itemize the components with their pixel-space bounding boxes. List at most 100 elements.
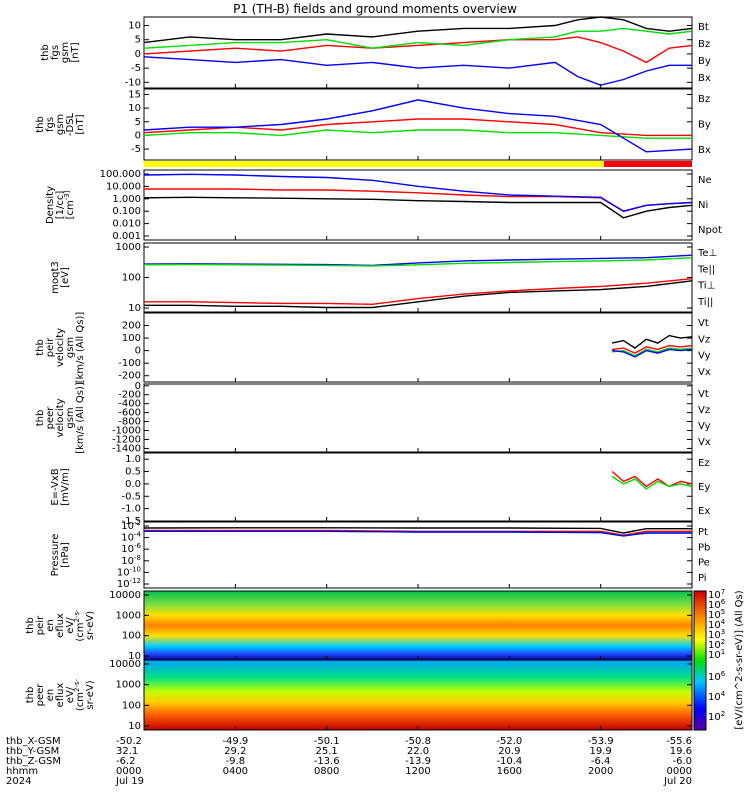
legend-Npot: Npot: [698, 225, 722, 236]
x-axis-value: 1200: [405, 766, 430, 777]
y-tick-label: 10-12: [117, 577, 141, 590]
legend-Bz: Bz: [698, 94, 710, 105]
panel-frame: [143, 16, 693, 89]
legend-Vx: Vx: [698, 367, 711, 378]
x-axis-value: -10.4: [496, 756, 522, 767]
legend-Vt: Vt: [698, 389, 709, 400]
y-tick-label: 100.000: [100, 169, 141, 180]
x-axis-value: 0400: [223, 766, 248, 777]
y-tick-label: 1.0: [125, 454, 141, 465]
x-axis-value: 2000: [588, 766, 613, 777]
y-axis-label-line: peir: [45, 337, 56, 357]
y-tick-label: 1000: [116, 680, 141, 691]
x-axis-row-label: thb_Z-GSM: [6, 756, 61, 767]
y-axis-label: E=-VxB [mV/m]: [50, 468, 71, 506]
x-axis-value: -13.6: [314, 756, 340, 767]
y-axis-label-line: thb: [25, 687, 36, 704]
y-tick-label: -600: [118, 408, 141, 419]
y-tick-label: 0.010: [112, 219, 141, 230]
x-axis-value: -50.8: [405, 736, 431, 747]
y-axis-label-line: -DSL: [65, 112, 76, 136]
y-tick-label: -1400: [112, 443, 141, 454]
series-density-Npot: [143, 173, 693, 212]
y-tick-label: -100: [118, 358, 141, 369]
series-efield-Ez: [611, 470, 693, 488]
y-tick-label: 0: [135, 346, 141, 357]
y-tick-label: -1200: [112, 434, 141, 445]
x-axis-value: -50.1: [314, 736, 340, 747]
x-axis-value: 22.0: [407, 746, 429, 757]
y-tick-label: -1.5: [121, 516, 141, 527]
series-peir_vel-Vt: [611, 334, 693, 349]
y-axis-label-line: gsm: [65, 407, 76, 428]
x-axis-value: 25.1: [316, 746, 338, 757]
legend-Bx: Bx: [698, 73, 711, 84]
y-tick-label: 0.001: [112, 231, 141, 242]
y-tick-label: 0: [135, 130, 141, 141]
y-axis-label-line: thb: [25, 617, 36, 634]
y-axis-label: thb peir velocity gsm [km/s (All Qs)]: [35, 312, 86, 384]
y-tick-label: 100: [122, 631, 141, 642]
legend-Ex: Ex: [698, 506, 710, 517]
y-axis-label-line: thb: [35, 339, 46, 356]
x-axis-value: -55.6: [666, 736, 692, 747]
x-axis-value: 0000: [116, 766, 141, 777]
y-axis-label-line: Density: [45, 186, 56, 224]
y-axis-label-line: fgs: [45, 117, 56, 132]
legend-Ti⊥: Ti⊥: [697, 281, 715, 292]
y-tick-label: 15: [128, 89, 141, 100]
y-axis-label: thb fgs gsm [nT]: [40, 42, 81, 63]
figure-title: P1 (TH-B) fields and ground moments over…: [233, 2, 517, 16]
series-fgs_dsl-By: [143, 129, 692, 139]
y-tick-label: 0: [135, 381, 141, 392]
x-axis-value: -50.2: [116, 736, 142, 747]
panel-frame: [143, 312, 693, 383]
y-tick-label: -1.0: [121, 504, 141, 515]
y-tick-label: -5: [131, 144, 141, 155]
series-fgs-By: [143, 27, 693, 49]
y-tick-label: -400: [118, 399, 141, 410]
x-axis-value: 0800: [314, 766, 339, 777]
y-axis-label-line: eflux: [55, 613, 66, 638]
legend-Vz: Vz: [698, 405, 710, 416]
y-tick-label: 0.100: [112, 206, 141, 217]
x-axis-value: -53.9: [588, 736, 614, 747]
legend-Ti||: Ti||: [697, 297, 713, 308]
x-axis-value: 20.9: [498, 746, 520, 757]
series-temp-Ti||: [143, 257, 693, 267]
series-fgs-Bx: [143, 56, 692, 86]
y-axis-label-line: [mV/m]: [60, 468, 71, 506]
y-axis-label-line: eflux: [55, 683, 66, 708]
y-axis-label-line: thb: [35, 410, 46, 427]
panel-peer_vel: 0-200-400-600-800-1000-1200-1400 thb peer v…: [35, 381, 711, 455]
legend-Te⊥: Te⊥: [697, 248, 717, 259]
series-peir_vel-Vx: [612, 348, 693, 358]
x-axis-value: 32.1: [116, 746, 138, 757]
legend-By: By: [698, 56, 711, 67]
series-peir_vel-Vz: [612, 344, 693, 354]
y-axis-label-line: [nPa]: [60, 542, 71, 568]
panel-fgs: 10 5 0 -5 -10 thb fgs gsm [nT] Bt Bz By Bx: [40, 16, 711, 89]
y-tick-label: 10.000: [106, 181, 141, 192]
x-axis-value: Jul 19: [115, 776, 144, 787]
panel-peer_en: 10000 1000 100 10 thb peer en eflux eV/(cm2-s-sr…: [25, 659, 693, 732]
y-axis-label-line: fgs: [50, 45, 61, 60]
y-axis-label-line: gsm: [55, 114, 66, 135]
x-axis-value: 19.6: [670, 746, 692, 757]
spectrogram-peir_en: [144, 591, 692, 660]
x-axis-value: -13.9: [405, 756, 431, 767]
series-fgs_dsl-Bx: [143, 99, 693, 153]
y-axis-label-line: en: [45, 689, 56, 702]
legend-Ez: Ez: [698, 458, 710, 469]
mode-status-bar: [144, 161, 692, 167]
y-tick-label: 10: [128, 721, 141, 732]
y-tick-label: 0: [135, 49, 141, 60]
y-axis-label-line: [nT]: [70, 42, 81, 62]
legend-Pb: Pb: [698, 542, 710, 553]
y-axis-label: Pressure [nPa]: [50, 534, 71, 577]
y-axis-label-line: gsm: [65, 337, 76, 358]
y-axis-label-line: [nT]: [75, 114, 86, 134]
x-axis-value: -6.0: [672, 756, 692, 767]
series-peir_vel-Vy: [612, 347, 693, 357]
colorbar-label: [eV/(cm^2-s-sr-eV)] (All Qs): [734, 590, 745, 729]
